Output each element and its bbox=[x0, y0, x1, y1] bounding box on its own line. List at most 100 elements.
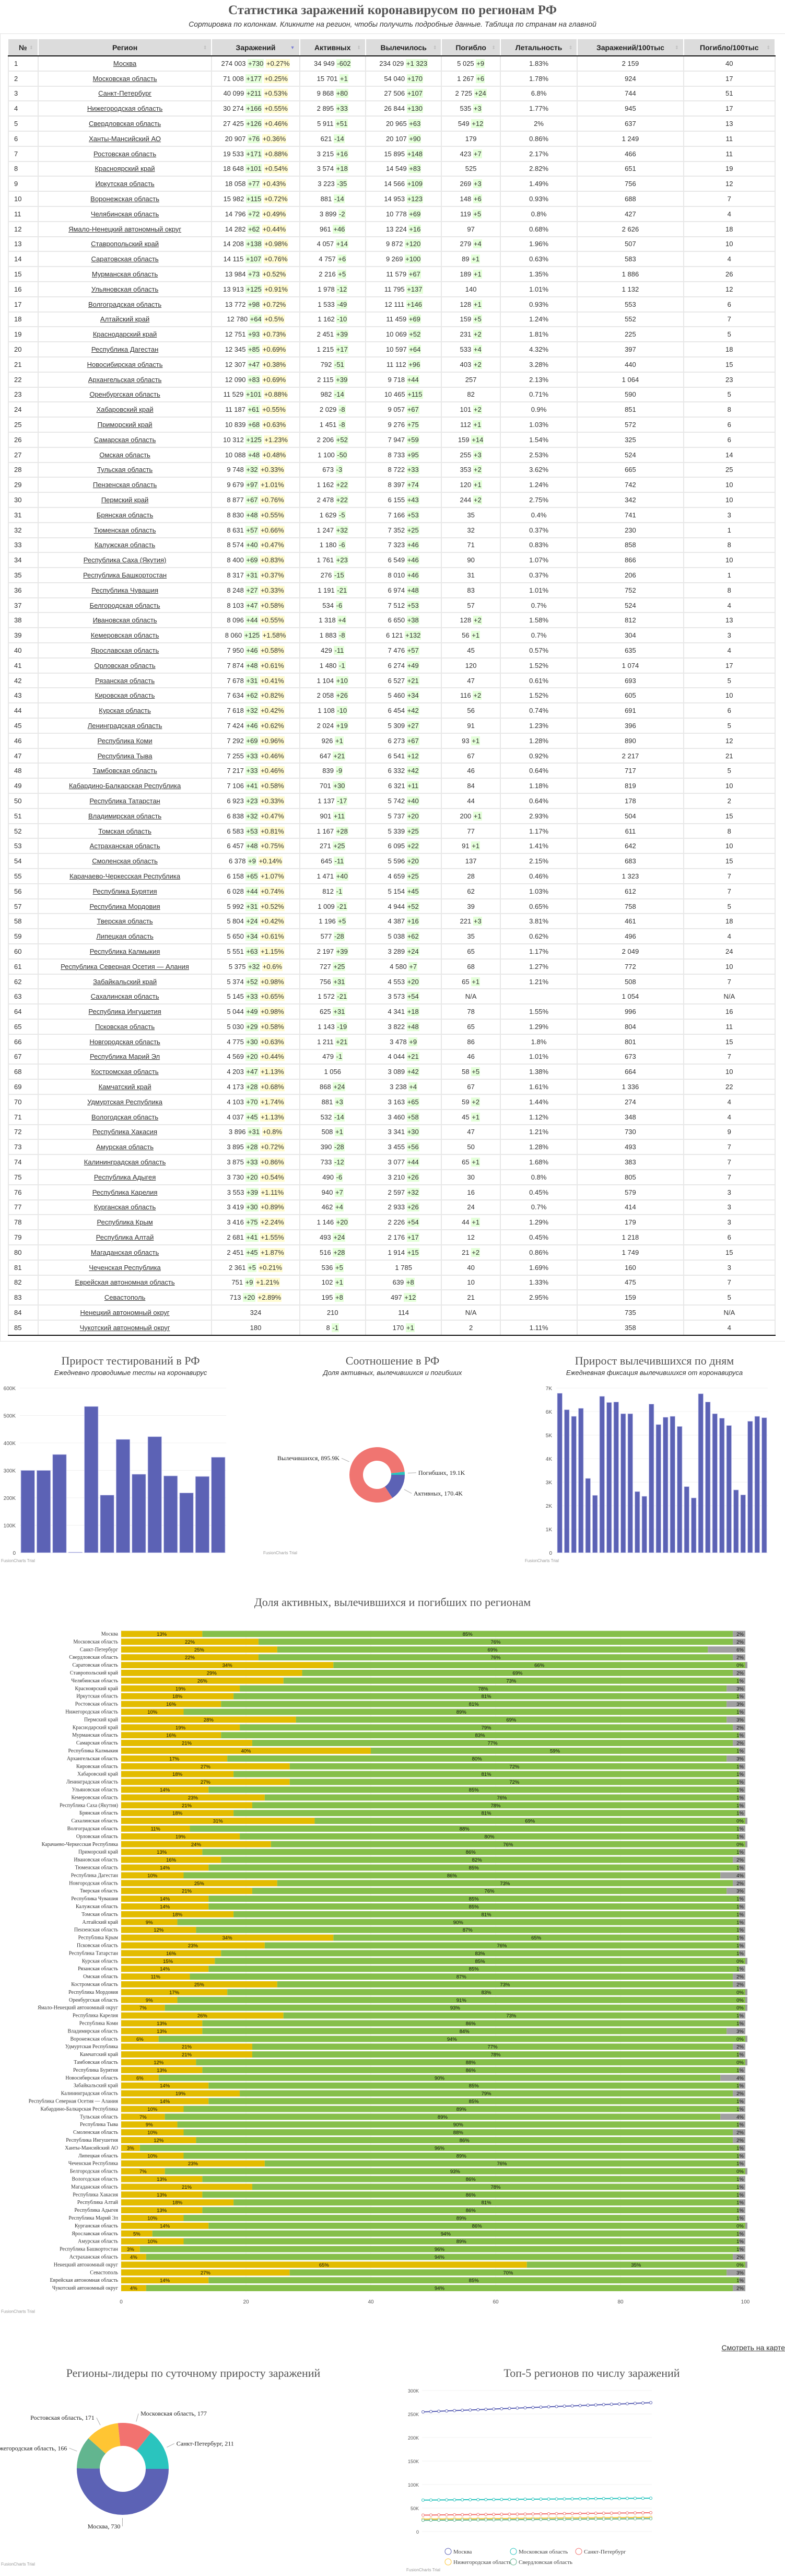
region-link[interactable]: Ставропольский край bbox=[91, 240, 159, 248]
region-link[interactable]: Белгородская область bbox=[90, 602, 160, 609]
column-header-3[interactable]: Активных⇕ bbox=[300, 39, 366, 56]
region-link[interactable]: Санкт-Петербург bbox=[98, 89, 151, 97]
region-link[interactable]: Ненецкий автономный округ bbox=[80, 1309, 169, 1316]
region-link[interactable]: Кировская область bbox=[95, 691, 155, 699]
column-header-5[interactable]: Погибло⇕ bbox=[441, 39, 500, 56]
column-header-0[interactable]: №⇕ bbox=[8, 39, 38, 56]
region-link[interactable]: Орловская область bbox=[95, 662, 156, 669]
region-link[interactable]: Томская область bbox=[98, 827, 151, 835]
region-link[interactable]: Архангельская область bbox=[88, 376, 162, 384]
region-link[interactable]: Мурманская область bbox=[92, 270, 158, 278]
region-link[interactable]: Республика Тыва bbox=[98, 752, 153, 760]
region-link[interactable]: Новгородская область bbox=[89, 1038, 160, 1046]
view-on-map-link[interactable]: Смотреть на карте bbox=[722, 2343, 785, 2352]
region-link[interactable]: Липецкая область bbox=[96, 932, 154, 940]
region-link[interactable]: Республика Дагестан bbox=[91, 345, 158, 353]
region-link[interactable]: Республика Адыгея bbox=[94, 1173, 156, 1181]
region-link[interactable]: Калужская область bbox=[95, 541, 155, 549]
region-link[interactable]: Республика Хакасия bbox=[92, 1128, 157, 1136]
segment-label: 34% bbox=[222, 1662, 233, 1668]
region-link[interactable]: Кабардино-Балкарская Республика bbox=[69, 782, 181, 790]
column-header-2[interactable]: Заражений▼ bbox=[212, 39, 299, 56]
column-header-1[interactable]: Регион⇕ bbox=[38, 39, 212, 56]
region-link[interactable]: Республика Бурятия bbox=[93, 887, 157, 895]
region-link[interactable]: Чукотский автономный округ bbox=[80, 1324, 170, 1332]
region-link[interactable]: Смоленская область bbox=[92, 857, 158, 865]
region-link[interactable]: Волгоградская область bbox=[88, 301, 161, 308]
region-link[interactable]: Ивановская область bbox=[93, 616, 157, 624]
region-link[interactable]: Новосибирская область bbox=[87, 361, 163, 368]
region-link[interactable]: Магаданская область bbox=[91, 1249, 159, 1256]
region-link[interactable]: Удмуртская Республика bbox=[87, 1098, 162, 1106]
region-link[interactable]: Тамбовская область bbox=[92, 767, 157, 775]
region-link[interactable]: Красноярский край bbox=[95, 165, 155, 172]
region-link[interactable]: Ханты-Мансийский АО bbox=[89, 135, 161, 143]
region-link[interactable]: Самарская область bbox=[94, 436, 156, 444]
region-link[interactable]: Республика Татарстан bbox=[89, 797, 160, 805]
region-link[interactable]: Калининградская область bbox=[84, 1158, 166, 1166]
region-link[interactable]: Республика Алтай bbox=[96, 1233, 154, 1241]
region-link[interactable]: Иркутская область bbox=[95, 180, 154, 188]
region-link[interactable]: Костромская область bbox=[91, 1068, 159, 1076]
region-link[interactable]: Тюменская область bbox=[94, 526, 156, 534]
column-header-4[interactable]: Вылечилось⇕ bbox=[366, 39, 441, 56]
region-link[interactable]: Ульяновская область bbox=[91, 285, 158, 293]
region-link[interactable]: Республика Коми bbox=[98, 737, 153, 745]
region-link[interactable]: Республика Карелия bbox=[92, 1188, 158, 1196]
region-link[interactable]: Республика Марий Эл bbox=[90, 1053, 160, 1060]
region-link[interactable]: Республика Ингушетия bbox=[88, 1008, 161, 1015]
region-link[interactable]: Челябинская область bbox=[91, 210, 159, 218]
region-link[interactable]: Сахалинская область bbox=[91, 992, 159, 1000]
region-link[interactable]: Камчатский край bbox=[99, 1083, 151, 1091]
region-link[interactable]: Ямало-Ненецкий автономный округ bbox=[68, 225, 181, 233]
region-link[interactable]: Ростовская область bbox=[93, 150, 156, 158]
region-link[interactable]: Ленинградская область bbox=[88, 722, 162, 730]
region-link[interactable]: Еврейская автономная область bbox=[75, 1278, 175, 1286]
region-link[interactable]: Приморский край bbox=[98, 421, 153, 429]
region-link[interactable]: Республика Чувашия bbox=[91, 586, 158, 594]
region-link[interactable]: Республика Калмыкия bbox=[90, 948, 160, 955]
region-link[interactable]: Курская область bbox=[99, 707, 151, 714]
recovered-delta: +69 bbox=[408, 210, 421, 218]
region-link[interactable]: Забайкальский край bbox=[93, 978, 157, 986]
region-link[interactable]: Курганская область bbox=[94, 1203, 156, 1211]
column-header-6[interactable]: Летальность⇕ bbox=[500, 39, 577, 56]
region-link[interactable]: Тверская область bbox=[97, 917, 153, 925]
region-link[interactable]: Москва bbox=[113, 60, 136, 67]
region-link[interactable]: Хабаровский край bbox=[96, 406, 153, 413]
region-link[interactable]: Республика Башкортостан bbox=[83, 571, 167, 579]
region-link[interactable]: Республика Крым bbox=[97, 1218, 153, 1226]
region-link[interactable]: Республика Мордовия bbox=[89, 903, 160, 910]
region-link[interactable]: Ярославская область bbox=[91, 646, 159, 654]
region-link[interactable]: Кемеровская область bbox=[91, 631, 159, 639]
region-link[interactable]: Пермский край bbox=[101, 496, 148, 504]
region-link[interactable]: Рязанская область bbox=[95, 677, 155, 685]
region-link[interactable]: Краснодарский край bbox=[93, 330, 157, 338]
region-link[interactable]: Чеченская Республика bbox=[89, 1264, 160, 1272]
region-link[interactable]: Владимирская область bbox=[88, 812, 161, 820]
region-link[interactable]: Амурская область bbox=[96, 1143, 154, 1151]
recovered-value: 5 737 bbox=[388, 812, 405, 820]
region-link[interactable]: Вологодская область bbox=[91, 1113, 158, 1121]
region-link[interactable]: Саратовская область bbox=[91, 255, 158, 263]
region-link[interactable]: Карачаево-Черкесская Республика bbox=[69, 872, 180, 880]
region-link[interactable]: Республика Саха (Якутия) bbox=[84, 556, 167, 564]
region-link[interactable]: Нижегородская область bbox=[87, 105, 163, 112]
data-point bbox=[532, 2518, 534, 2521]
region-link[interactable]: Республика Северная Осетия — Алания bbox=[61, 963, 189, 971]
cases-delta: +48 bbox=[248, 450, 260, 459]
region-link[interactable]: Астраханская область bbox=[90, 842, 160, 850]
region-link[interactable]: Псковская область bbox=[95, 1023, 155, 1031]
region-link[interactable]: Севастополь bbox=[104, 1293, 146, 1301]
column-header-8[interactable]: Погибло/100тыс⇕ bbox=[684, 39, 775, 56]
region-link[interactable]: Оренбургская область bbox=[89, 390, 160, 398]
region-link[interactable]: Свердловская область bbox=[89, 120, 161, 128]
region-link[interactable]: Тульская область bbox=[97, 466, 153, 473]
region-link[interactable]: Брянская область bbox=[97, 511, 153, 519]
region-link[interactable]: Московская область bbox=[93, 75, 157, 83]
region-link[interactable]: Воронежская область bbox=[90, 195, 159, 203]
region-link[interactable]: Алтайский край bbox=[100, 315, 149, 323]
region-link[interactable]: Пензенская область bbox=[93, 481, 157, 489]
region-link[interactable]: Омская область bbox=[99, 451, 150, 459]
column-header-7[interactable]: Заражений/100тыс⇕ bbox=[577, 39, 683, 56]
